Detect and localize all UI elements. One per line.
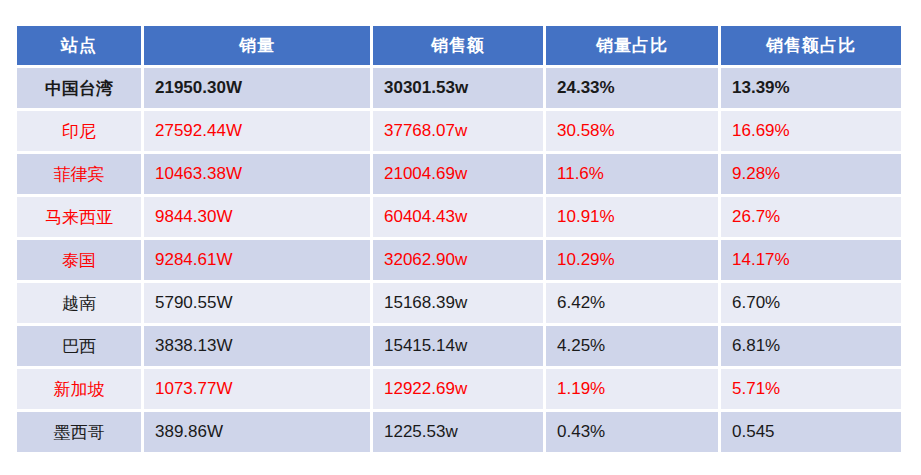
volume-share-cell: 4.25% <box>546 326 718 366</box>
volume-share-cell: 6.42% <box>546 283 718 323</box>
table-row: 泰国 9284.61W 32062.90w 10.29% 14.17% <box>17 240 901 280</box>
sales-volume-cell: 9844.30W <box>144 197 370 237</box>
amount-share-cell: 16.69% <box>721 111 901 151</box>
table-row: 中国台湾 21950.30W 30301.53w 24.33% 13.39% <box>17 68 901 108</box>
amount-share-cell: 6.70% <box>721 283 901 323</box>
sales-amount-cell: 60404.43w <box>373 197 543 237</box>
volume-share-cell: 11.6% <box>546 154 718 194</box>
sales-volume-cell: 27592.44W <box>144 111 370 151</box>
site-cell: 越南 <box>17 283 141 323</box>
table-row: 墨西哥 389.86W 1225.53w 0.43% 0.545 <box>17 412 901 452</box>
sales-volume-cell: 5790.55W <box>144 283 370 323</box>
sales-volume-cell: 9284.61W <box>144 240 370 280</box>
table-row: 巴西 3838.13W 15415.14w 4.25% 6.81% <box>17 326 901 366</box>
site-cell: 泰国 <box>17 240 141 280</box>
site-cell: 墨西哥 <box>17 412 141 452</box>
sales-amount-cell: 1225.53w <box>373 412 543 452</box>
slide-canvas: 站点 销量 销售额 销量占比 销售额占比 中国台湾 21950.30W 3030… <box>0 0 921 475</box>
sales-amount-cell: 32062.90w <box>373 240 543 280</box>
amount-share-cell: 9.28% <box>721 154 901 194</box>
sales-volume-cell: 10463.38W <box>144 154 370 194</box>
volume-share-cell: 24.33% <box>546 68 718 108</box>
sales-amount-cell: 15415.14w <box>373 326 543 366</box>
table-row: 马来西亚 9844.30W 60404.43w 10.91% 26.7% <box>17 197 901 237</box>
amount-share-cell: 6.81% <box>721 326 901 366</box>
table-row: 越南 5790.55W 15168.39w 6.42% 6.70% <box>17 283 901 323</box>
col-header-sales-volume: 销量 <box>144 26 370 65</box>
volume-share-cell: 30.58% <box>546 111 718 151</box>
sales-amount-cell: 12922.69w <box>373 369 543 409</box>
amount-share-cell: 13.39% <box>721 68 901 108</box>
site-cell: 新加坡 <box>17 369 141 409</box>
sales-amount-cell: 21004.69w <box>373 154 543 194</box>
site-cell: 菲律宾 <box>17 154 141 194</box>
col-header-amount-share: 销售额占比 <box>721 26 901 65</box>
sales-volume-cell: 3838.13W <box>144 326 370 366</box>
amount-share-cell: 0.545 <box>721 412 901 452</box>
sales-amount-cell: 15168.39w <box>373 283 543 323</box>
sales-amount-cell: 37768.07w <box>373 111 543 151</box>
site-cell: 中国台湾 <box>17 68 141 108</box>
volume-share-cell: 10.91% <box>546 197 718 237</box>
site-cell: 马来西亚 <box>17 197 141 237</box>
amount-share-cell: 26.7% <box>721 197 901 237</box>
sales-amount-cell: 30301.53w <box>373 68 543 108</box>
table-row: 新加坡 1073.77W 12922.69w 1.19% 5.71% <box>17 369 901 409</box>
col-header-sales-amount: 销售额 <box>373 26 543 65</box>
site-cell: 巴西 <box>17 326 141 366</box>
volume-share-cell: 0.43% <box>546 412 718 452</box>
col-header-site: 站点 <box>17 26 141 65</box>
sales-volume-cell: 21950.30W <box>144 68 370 108</box>
sales-table: 站点 销量 销售额 销量占比 销售额占比 中国台湾 21950.30W 3030… <box>14 23 904 455</box>
sales-volume-cell: 1073.77W <box>144 369 370 409</box>
table-row: 印尼 27592.44W 37768.07w 30.58% 16.69% <box>17 111 901 151</box>
header-row: 站点 销量 销售额 销量占比 销售额占比 <box>17 26 901 65</box>
col-header-volume-share: 销量占比 <box>546 26 718 65</box>
volume-share-cell: 10.29% <box>546 240 718 280</box>
site-cell: 印尼 <box>17 111 141 151</box>
amount-share-cell: 5.71% <box>721 369 901 409</box>
volume-share-cell: 1.19% <box>546 369 718 409</box>
table-row: 菲律宾 10463.38W 21004.69w 11.6% 9.28% <box>17 154 901 194</box>
amount-share-cell: 14.17% <box>721 240 901 280</box>
sales-volume-cell: 389.86W <box>144 412 370 452</box>
